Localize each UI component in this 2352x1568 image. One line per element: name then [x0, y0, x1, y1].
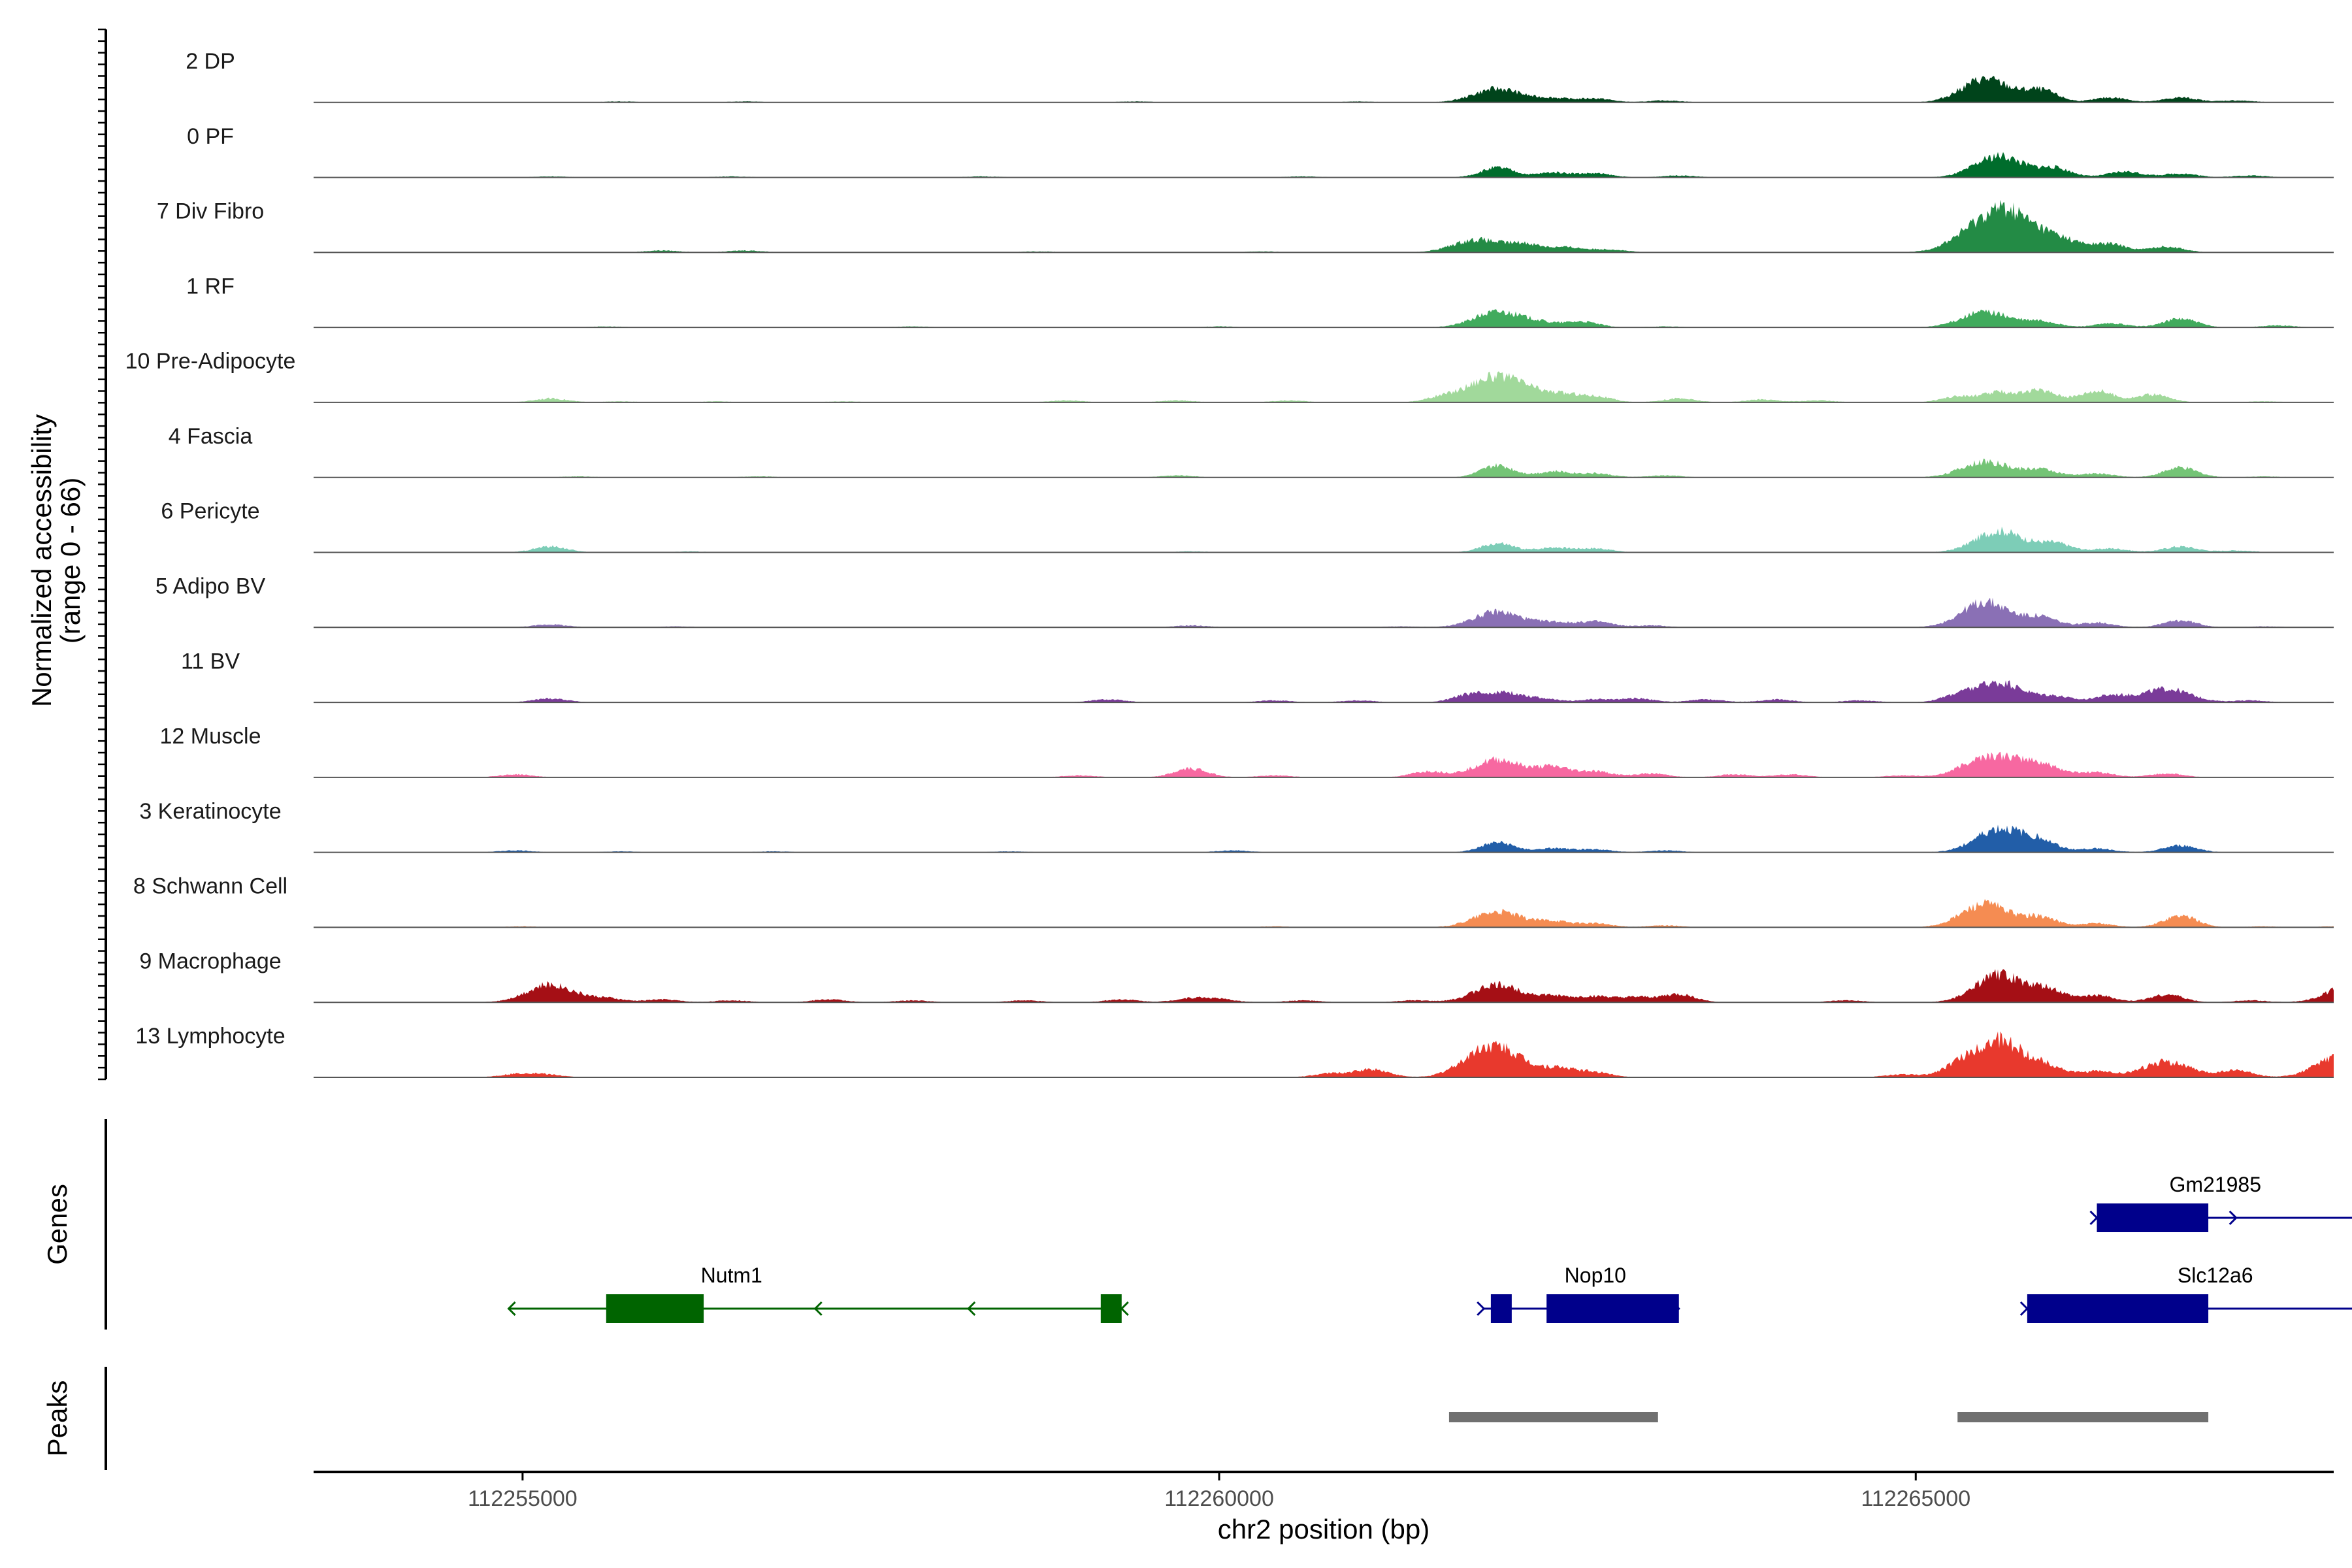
track-10-pre-adipocyte: 10 Pre-Adipocyte: [125, 349, 2334, 403]
strand-arrow: [967, 1301, 976, 1316]
gene-label: Gm21985: [2169, 1173, 2261, 1196]
coverage-area: [314, 597, 2334, 628]
track-label: 9 Macrophage: [139, 949, 281, 973]
track-label: 4 Fascia: [169, 424, 253, 449]
coverage-area: [314, 458, 2334, 478]
track-label: 11 BV: [181, 649, 240, 674]
gene-annotations: Gm21985 Nutm1 Nop10 Slc12a6: [507, 1173, 2352, 1323]
strand-arrow: [1120, 1301, 1129, 1316]
coverage-area: [314, 152, 2334, 178]
coverage-area: [314, 680, 2334, 703]
strand-arrow: [2089, 1210, 2099, 1226]
peak-bar: [1957, 1412, 2209, 1422]
track-label: 10 Pre-Adipocyte: [125, 349, 296, 374]
coverage-tracks: 2 DP 0 PF 7 Div Fibro 1 RF 10 Pre-Adipocyte 4…: [125, 49, 2334, 1078]
x-tick-label: 112260000: [1164, 1486, 1274, 1511]
coverage-area: [314, 899, 2334, 928]
gene-nutm1: Nutm1: [507, 1264, 1129, 1323]
x-axis-title: chr2 position (bp): [1218, 1514, 1430, 1544]
gene-gm21985: Gm21985: [2089, 1173, 2352, 1232]
track-label: 6 Pericyte: [161, 499, 259, 524]
track-label: 7 Div Fibro: [157, 199, 264, 224]
strand-arrow: [813, 1301, 823, 1316]
track-label: 8 Schwann Cell: [133, 874, 287, 899]
track-13-lymphocyte: 13 Lymphocyte: [135, 1024, 2334, 1078]
strand-arrow: [507, 1301, 516, 1316]
x-tick-label: 112255000: [468, 1486, 578, 1511]
coverage-area: [314, 751, 2334, 777]
genes-panel-label: Genes: [42, 1184, 73, 1265]
track-label: 3 Keratinocyte: [139, 799, 281, 824]
peak-bar: [1448, 1412, 1658, 1422]
gene-exon: [606, 1294, 704, 1323]
track-11-bv: 11 BV: [181, 649, 2334, 704]
track-0-pf: 0 PF: [187, 124, 2334, 178]
track-label: 13 Lymphocyte: [135, 1024, 285, 1049]
coverage-area: [314, 969, 2334, 1003]
track-3-keratinocyte: 3 Keratinocyte: [139, 799, 2334, 853]
gene-exon: [1546, 1294, 1679, 1323]
track-8-schwann-cell: 8 Schwann Cell: [133, 874, 2334, 928]
y-axis-title: Normalized accessibility: [26, 414, 57, 707]
track-label: 1 RF: [186, 274, 235, 299]
track-2-dp: 2 DP: [186, 49, 2334, 103]
strand-arrow: [2019, 1301, 2029, 1316]
track-4-fascia: 4 Fascia: [169, 424, 2334, 478]
gene-label: Slc12a6: [2178, 1264, 2253, 1287]
coverage-area: [314, 825, 2334, 853]
x-tick-label: 112265000: [1861, 1486, 1970, 1511]
gene-exon: [2097, 1203, 2209, 1232]
coverage-area: [314, 527, 2334, 553]
strand-arrow: [1477, 1301, 1486, 1316]
track-label: 5 Adipo BV: [155, 574, 266, 599]
track-12-muscle: 12 Muscle: [160, 724, 2334, 778]
gene-label: Nop10: [1565, 1264, 1626, 1287]
track-7-div-fibro: 7 Div Fibro: [157, 199, 2334, 253]
coverage-area: [314, 199, 2334, 253]
coverage-area: [314, 309, 2334, 328]
x-axis-ticks: 112255000 112260000 112265000: [468, 1472, 1970, 1511]
gene-nop10: Nop10: [1477, 1264, 1680, 1323]
track-5-adipo-bv: 5 Adipo BV: [155, 574, 2334, 629]
gene-exon: [1100, 1294, 1122, 1323]
strand-arrow: [2229, 1210, 2238, 1226]
peaks-panel-label: Peaks: [42, 1380, 73, 1457]
gene-label: Nutm1: [701, 1264, 762, 1287]
y-axis-range: (range 0 - 66): [55, 478, 86, 644]
track-6-pericyte: 6 Pericyte: [161, 499, 2334, 553]
coverage-area: [314, 1031, 2334, 1077]
gene-slc12a6: Slc12a6: [2019, 1264, 2352, 1323]
coverage-area: [314, 76, 2334, 103]
gene-exon: [1490, 1294, 1512, 1323]
coverage-area: [314, 371, 2334, 402]
gene-exon: [2027, 1294, 2209, 1323]
track-label: 2 DP: [186, 49, 235, 74]
peak-regions: [1448, 1412, 2209, 1422]
track-9-macrophage: 9 Macrophage: [139, 949, 2334, 1004]
track-label: 0 PF: [187, 124, 234, 149]
track-1-rf: 1 RF: [186, 274, 2334, 329]
track-label: 12 Muscle: [160, 724, 261, 749]
y-axis-ticks: [98, 28, 106, 1081]
